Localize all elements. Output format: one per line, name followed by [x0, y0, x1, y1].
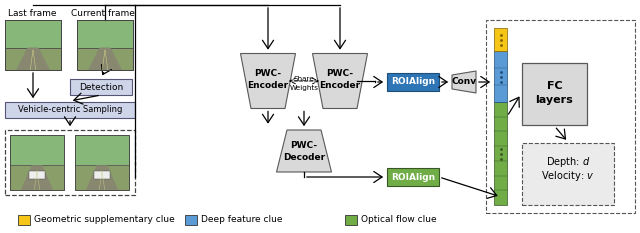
Text: Encoder: Encoder — [248, 80, 289, 89]
FancyBboxPatch shape — [345, 215, 357, 225]
Text: Current frame: Current frame — [71, 8, 135, 17]
FancyBboxPatch shape — [5, 48, 61, 70]
Text: layers: layers — [536, 95, 573, 105]
Text: ROIAlign: ROIAlign — [391, 78, 435, 86]
FancyBboxPatch shape — [387, 73, 439, 91]
Text: Depth: $d$: Depth: $d$ — [546, 155, 590, 169]
Polygon shape — [241, 54, 296, 109]
FancyBboxPatch shape — [10, 165, 64, 190]
Text: Detection: Detection — [79, 82, 123, 92]
Polygon shape — [16, 48, 50, 70]
Text: PWC-: PWC- — [326, 69, 353, 78]
FancyBboxPatch shape — [185, 215, 197, 225]
Polygon shape — [20, 165, 53, 190]
FancyBboxPatch shape — [77, 20, 133, 48]
Text: Conv: Conv — [451, 78, 477, 86]
Text: Velocity: $v$: Velocity: $v$ — [541, 169, 595, 183]
Text: PWC-: PWC- — [255, 69, 282, 78]
Text: Vehicle-centric Sampling: Vehicle-centric Sampling — [18, 106, 122, 114]
FancyBboxPatch shape — [494, 28, 507, 51]
FancyBboxPatch shape — [5, 102, 135, 118]
Polygon shape — [276, 130, 332, 172]
Text: Deep feature clue: Deep feature clue — [201, 216, 282, 225]
FancyBboxPatch shape — [522, 63, 587, 125]
Text: Optical flow clue: Optical flow clue — [361, 216, 436, 225]
FancyBboxPatch shape — [5, 20, 61, 48]
FancyBboxPatch shape — [29, 171, 45, 179]
Text: Decoder: Decoder — [283, 153, 325, 161]
Text: FC: FC — [547, 81, 563, 91]
Text: Share: Share — [294, 76, 314, 82]
FancyBboxPatch shape — [70, 79, 132, 95]
Text: PWC-: PWC- — [291, 140, 317, 150]
FancyBboxPatch shape — [75, 165, 129, 190]
Text: Geometric supplementary clue: Geometric supplementary clue — [34, 216, 175, 225]
Text: ROIAlign: ROIAlign — [391, 172, 435, 182]
Polygon shape — [452, 71, 476, 93]
Polygon shape — [88, 48, 122, 70]
Polygon shape — [86, 165, 118, 190]
FancyBboxPatch shape — [494, 51, 507, 102]
FancyBboxPatch shape — [77, 48, 133, 70]
FancyBboxPatch shape — [494, 102, 507, 205]
Text: Last frame: Last frame — [8, 8, 56, 17]
FancyBboxPatch shape — [522, 143, 614, 205]
Text: Weights: Weights — [289, 85, 319, 91]
Text: Encoder: Encoder — [319, 80, 360, 89]
FancyBboxPatch shape — [18, 215, 30, 225]
FancyBboxPatch shape — [75, 135, 129, 165]
FancyBboxPatch shape — [94, 171, 110, 179]
FancyBboxPatch shape — [10, 135, 64, 165]
FancyBboxPatch shape — [387, 168, 439, 186]
Polygon shape — [312, 54, 367, 109]
